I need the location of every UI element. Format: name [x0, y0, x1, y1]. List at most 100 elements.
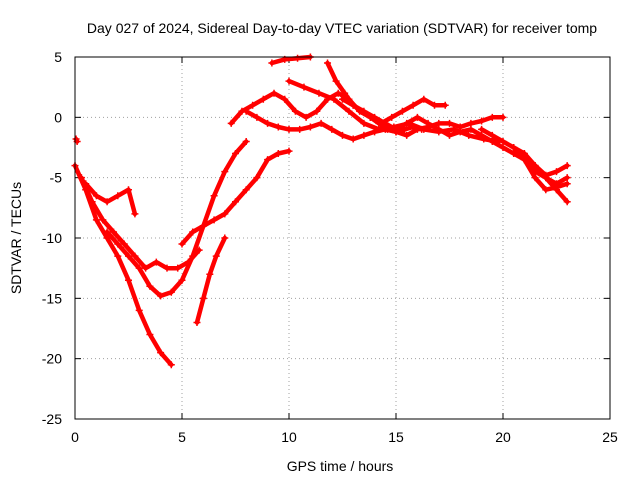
data-point — [125, 186, 132, 194]
data-point — [317, 119, 325, 127]
series-track-e — [178, 147, 293, 248]
data-point — [157, 292, 165, 300]
data-point — [199, 222, 207, 230]
data-point — [413, 113, 421, 121]
data-point — [221, 234, 229, 242]
data-point — [232, 198, 239, 206]
series-trace — [79, 175, 202, 271]
data-point — [360, 131, 368, 139]
data-point — [103, 228, 111, 236]
data-point — [232, 150, 239, 158]
data-point — [259, 95, 267, 103]
data-point — [131, 252, 139, 260]
data-point — [330, 95, 338, 103]
data-point — [446, 131, 453, 139]
data-point — [324, 59, 332, 67]
data-marks — [71, 53, 571, 369]
data-point — [531, 174, 539, 182]
data-point — [92, 192, 100, 200]
data-point — [381, 119, 389, 127]
data-point — [99, 216, 107, 224]
data-point — [110, 228, 118, 236]
data-point — [210, 216, 218, 224]
data-point — [339, 95, 346, 103]
data-point — [371, 113, 379, 121]
y-tick-label: -15 — [42, 290, 62, 306]
data-point — [360, 119, 368, 127]
data-point — [465, 131, 473, 139]
data-point — [206, 270, 214, 278]
data-point — [193, 318, 201, 326]
data-point — [332, 77, 340, 85]
data-point — [563, 162, 571, 170]
data-point — [488, 131, 496, 139]
data-point — [488, 137, 496, 145]
series-track-n — [510, 144, 571, 179]
data-point — [88, 198, 96, 206]
data-point — [478, 125, 486, 133]
data-point — [375, 125, 383, 133]
data-point — [418, 125, 426, 133]
data-point — [268, 59, 276, 67]
data-point — [431, 101, 439, 109]
data-point — [563, 174, 571, 182]
data-point — [285, 77, 293, 85]
series-track-a — [71, 162, 175, 369]
data-point — [120, 240, 128, 248]
data-point — [125, 276, 132, 284]
data-point — [339, 131, 346, 139]
data-point — [212, 252, 220, 260]
y-tick-label: -20 — [42, 351, 62, 367]
data-point — [142, 264, 150, 272]
data-point — [467, 119, 475, 127]
y-tick-label: -25 — [42, 411, 62, 427]
series-trace — [104, 139, 249, 299]
data-point — [520, 150, 528, 158]
data-point — [467, 125, 475, 133]
data-point — [424, 119, 432, 127]
data-point — [300, 83, 308, 91]
data-point — [542, 186, 550, 194]
data-point — [403, 119, 411, 127]
x-tick-label: 15 — [388, 429, 404, 445]
data-point — [349, 101, 357, 109]
data-point — [392, 125, 400, 133]
data-point — [199, 294, 207, 302]
series-track-f — [193, 234, 229, 326]
data-point — [510, 144, 518, 151]
data-point — [488, 113, 496, 121]
data-point — [92, 216, 100, 224]
data-point — [178, 276, 186, 284]
series-trace — [269, 54, 313, 66]
data-point — [189, 228, 197, 236]
chart-title: Day 027 of 2024, Sidereal Day-to-day VTE… — [87, 20, 597, 36]
data-point — [114, 252, 122, 260]
data-point — [114, 240, 122, 248]
data-point — [249, 101, 257, 109]
data-point — [341, 89, 349, 97]
data-point — [306, 123, 314, 131]
data-point — [227, 119, 235, 127]
series-trace — [72, 163, 174, 367]
data-point — [553, 168, 560, 176]
x-tick-label: 0 — [71, 429, 79, 445]
grid — [75, 57, 610, 419]
data-point — [435, 119, 443, 127]
series-track-h — [242, 107, 507, 143]
data-point — [270, 89, 278, 97]
data-point — [456, 128, 464, 136]
data-point — [563, 198, 571, 206]
data-point — [281, 95, 289, 103]
series-track-i — [268, 53, 314, 67]
data-point — [221, 210, 229, 218]
data-point — [542, 171, 550, 179]
data-point — [146, 282, 154, 290]
data-point — [174, 264, 182, 272]
x-tick-label: 20 — [495, 429, 511, 445]
data-point — [420, 95, 428, 103]
data-point — [328, 125, 336, 133]
data-point — [409, 101, 417, 109]
data-point — [178, 240, 186, 248]
data-point — [296, 125, 304, 133]
data-point — [189, 252, 197, 260]
